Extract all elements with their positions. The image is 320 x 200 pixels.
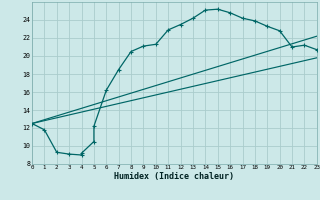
X-axis label: Humidex (Indice chaleur): Humidex (Indice chaleur) (115, 172, 234, 181)
